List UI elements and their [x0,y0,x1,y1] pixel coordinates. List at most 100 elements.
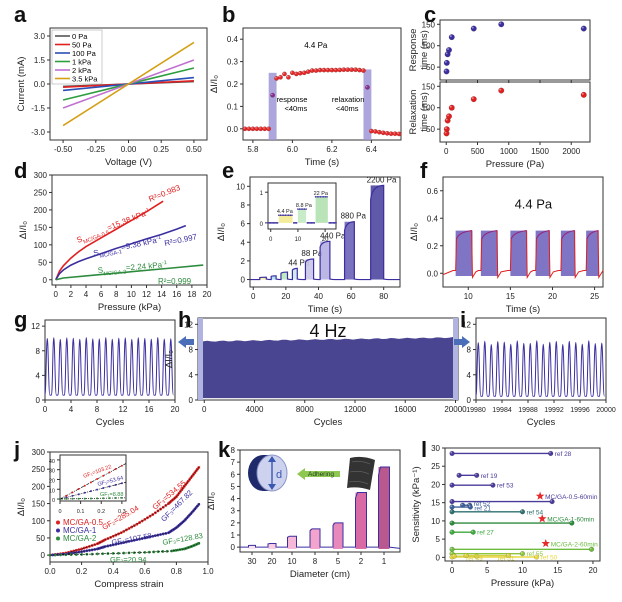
x-tick-label: 10 [295,237,302,243]
label-subscript: MC/GA-1 [99,249,123,260]
x-tick-label: 20 [589,566,598,575]
x-tick-label: 0 [58,509,61,515]
range-endpoint [449,520,455,526]
pulse-region [455,230,473,276]
gf-label: GF₂=107.58 [111,531,153,547]
panel-label: k [218,437,231,462]
data-point-highlight [581,92,584,95]
shaded-region [268,72,277,140]
y-tick-label: 12 [462,320,471,329]
data-point [285,74,291,80]
x-axis-label: Cycles [96,417,125,428]
range-endpoint [569,520,575,526]
x-tick-label: 4 [84,290,89,299]
inset-data-point [77,488,80,491]
legend-label: MC/GA-2 [63,534,97,543]
data-point-highlight [450,555,453,557]
data-point [498,21,505,28]
inset-gf-label: GF₁=8.88 [100,492,123,498]
response-curve [250,184,400,281]
x-tick-label: 0 [251,292,256,301]
inset-data-point [120,464,123,467]
y-tick-label: 150 [34,223,48,232]
arrow-left-icon [178,336,194,348]
inset-data-point [326,196,328,198]
data-point-highlight [338,68,340,70]
data-point-highlight [449,105,452,108]
panel-c-response: 50 100 150 [422,19,591,83]
inset-data-point [77,497,80,500]
y-tick-label: 1 [231,531,236,540]
data-point-highlight [346,68,348,70]
x-axis-label: Cycles [527,417,556,428]
data-point [443,59,450,66]
x-tick-label: 2 [359,557,364,566]
label-superscript: -1 [156,235,162,242]
data-point [278,74,283,80]
x-tick-label: 6.0 [287,145,299,154]
y-tick-label: 0.1 [227,102,239,111]
panel-a: -0.50 -0.25 0.00 0.25 0.50 -3.0 -1.5 0.0 1.5 3.0 V… [16,27,208,168]
y-axis-label: ΔI/I₀ [164,350,175,368]
data-point-highlight [381,131,384,133]
x-tick-label: 16 [172,290,181,299]
label-text: =9.38 kPa [120,236,158,252]
x-axis-label: Diameter (cm) [290,569,350,580]
sample-label: MC/GA-0.5-60min [545,494,598,501]
inset-data-point [332,221,335,224]
annotation-response-time: <40ms [284,104,307,113]
data-point-highlight [354,68,356,70]
y-tick-label: 100 [422,42,436,51]
x-tick-label: 6 [99,290,104,299]
label-text: =2.24 kPa [126,260,163,272]
data-point [74,551,78,554]
x-tick-label: 10 [288,557,297,566]
data-point-highlight [452,554,455,557]
data-point-highlight [450,510,453,512]
range-endpoint [549,498,555,505]
inset-pulse-label: 8.8 Pa [296,203,313,209]
data-point-highlight [444,131,447,134]
y-tick-label: 0 [189,396,194,405]
data-point [448,104,455,111]
data-point-highlight [302,71,305,73]
pulse-region [510,230,528,276]
range-endpoint [463,552,469,559]
range-endpoint [451,553,457,559]
legend-label: MC/GA-1 [63,526,97,535]
x-tick-label: 19980 [466,407,486,414]
panel-k: 0 1 2 3 4 5 6 7 8 Diameter (cm) ΔI/I₀ 30 20 10 8 5 2 1 d Ad… [206,446,401,580]
data-point-highlight [471,97,474,100]
y-tick-label: 4 [36,371,41,380]
data-point [470,96,477,103]
data-point [266,126,272,132]
data-point-highlight [450,552,453,554]
inset-data-point [295,221,298,224]
arrow-right-icon [454,336,470,348]
plot-frame [51,174,208,286]
y-axis-label: Current (mA) [16,57,27,112]
y-tick-label: 10 [236,182,245,191]
data-point-highlight [460,503,463,506]
r2-label-mcga1: R²=0.997 [164,232,199,248]
y-tick-label: 150 [422,20,436,29]
x-tick-label: 0.8 [171,567,183,576]
x-tick-label: 19988 [518,407,538,414]
panel-label: e [222,158,234,183]
data-point [53,553,57,557]
panel-b: 5.8 6.0 6.2 6.4 0.0 0.1 0.2 0.3 0.4 Time (s) ΔI/I₀… [209,27,402,168]
inset-data-point [71,491,74,494]
inset-data-point [294,221,297,224]
data-point-highlight [444,69,447,72]
plot-frame [239,449,401,553]
x-tick-label: 30 [248,557,257,566]
data-point-highlight [377,130,380,133]
range-endpoint [519,551,526,557]
inset-data-point [309,221,312,224]
y-tick-label: 0.3 [227,58,239,67]
pulse-label: 440 Pa [320,231,346,240]
data-point-highlight [267,127,269,129]
